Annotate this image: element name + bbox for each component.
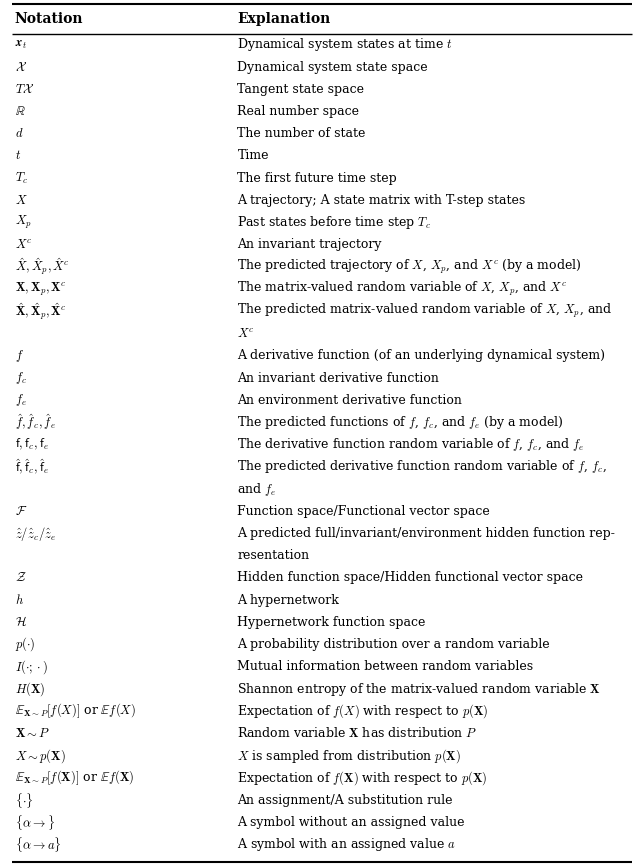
Text: $T_c$: $T_c$ [15,170,28,186]
Text: $\mathsf{f}, \mathsf{f}_c, \mathsf{f}_e$: $\mathsf{f}, \mathsf{f}_c, \mathsf{f}_e$ [15,437,49,452]
Text: $\mathcal{X}$: $\mathcal{X}$ [15,60,27,73]
Text: $X_p$: $X_p$ [15,214,31,231]
Text: $X^c$: $X^c$ [237,327,255,340]
Text: $\{\alpha \rightarrow\}$: $\{\alpha \rightarrow\}$ [15,813,54,832]
Text: $p(\cdot)$: $p(\cdot)$ [15,636,35,653]
Text: $\mathbf{X} \sim P$: $\mathbf{X} \sim P$ [15,727,50,740]
Text: $X$: $X$ [15,194,28,206]
Text: Hypernetwork function space: Hypernetwork function space [237,616,426,629]
Text: $\hat{X}, \hat{X}_p, \hat{X}^c$: $\hat{X}, \hat{X}_p, \hat{X}^c$ [15,257,69,277]
Text: $\hat{z}/\hat{z}_c/\hat{z}_e$: $\hat{z}/\hat{z}_c/\hat{z}_e$ [15,524,56,543]
Text: $X^c$: $X^c$ [15,238,33,251]
Text: $\hat{\mathsf{f}}, \hat{\mathsf{f}}_c, \hat{\mathsf{f}}_e$: $\hat{\mathsf{f}}, \hat{\mathsf{f}}_c, \… [15,457,49,476]
Text: An invariant trajectory: An invariant trajectory [237,238,382,251]
Text: $T\mathcal{X}$: $T\mathcal{X}$ [15,83,34,96]
Text: Dynamical system states at time $t$: Dynamical system states at time $t$ [237,36,453,54]
Text: $t$: $t$ [15,149,21,162]
Text: Tangent state space: Tangent state space [237,83,364,96]
Text: An invariant derivative function: An invariant derivative function [237,372,439,384]
Text: $\mathcal{Z}$: $\mathcal{Z}$ [15,571,26,584]
Text: The predicted matrix-valued random variable of $X$, $X_p$, and: The predicted matrix-valued random varia… [237,302,612,321]
Text: Function space/Functional vector space: Function space/Functional vector space [237,505,490,518]
Text: Expectation of $f(\mathbf{X})$ with respect to $p(\mathbf{X})$: Expectation of $f(\mathbf{X})$ with resp… [237,769,488,787]
Text: Notation: Notation [15,12,83,26]
Text: Expectation of $f(X)$ with respect to $p(\mathbf{X})$: Expectation of $f(X)$ with respect to $p… [237,702,489,720]
Text: and $f_e$: and $f_e$ [237,480,276,498]
Text: Dynamical system state space: Dynamical system state space [237,60,428,73]
Text: $\mathbf{X}, \mathbf{X}_p, \mathbf{X}^c$: $\mathbf{X}, \mathbf{X}_p, \mathbf{X}^c$ [15,281,67,298]
Text: The predicted derivative function random variable of $f$, $f_c$,: The predicted derivative function random… [237,459,607,475]
Text: Explanation: Explanation [237,12,331,26]
Text: resentation: resentation [237,550,310,562]
Text: Past states before time step $T_c$: Past states before time step $T_c$ [237,214,431,231]
Text: $H(\mathbf{X})$: $H(\mathbf{X})$ [15,680,45,698]
Text: $\{\cdot\}$: $\{\cdot\}$ [15,791,33,810]
Text: $\mathbb{R}$: $\mathbb{R}$ [15,105,26,118]
Text: The matrix-valued random variable of $X$, $X_p$, and $X^c$: The matrix-valued random variable of $X$… [237,280,568,298]
Text: $\mathcal{H}$: $\mathcal{H}$ [15,615,27,629]
Text: A predicted full/invariant/environment hidden function rep-: A predicted full/invariant/environment h… [237,527,615,540]
Text: A derivative function (of an underlying dynamical system): A derivative function (of an underlying … [237,349,605,362]
Text: $I(\cdot;\cdot)$: $I(\cdot;\cdot)$ [15,658,47,676]
Text: Random variable $\mathbf{X}$ has distribution $P$: Random variable $\mathbf{X}$ has distrib… [237,727,478,740]
Text: Real number space: Real number space [237,105,360,118]
Text: $\mathbb{E}_{\mathbf{X}\sim P}[f(\mathbf{X})]$ or $\mathbb{E}f(\mathbf{X})$: $\mathbb{E}_{\mathbf{X}\sim P}[f(\mathbf… [15,769,134,787]
Text: $\{\alpha \rightarrow a\}$: $\{\alpha \rightarrow a\}$ [15,835,61,854]
Text: $\hat{\mathbf{X}}, \hat{\mathbf{X}}_p, \hat{\mathbf{X}}^c$: $\hat{\mathbf{X}}, \hat{\mathbf{X}}_p, \… [15,301,67,321]
Text: $f_c$: $f_c$ [15,370,27,386]
Text: An assignment/A substitution rule: An assignment/A substitution rule [237,793,453,807]
Text: Mutual information between random variables: Mutual information between random variab… [237,660,534,673]
Text: Time: Time [237,149,269,162]
Text: A trajectory; A state matrix with T-step states: A trajectory; A state matrix with T-step… [237,194,525,206]
Text: $\hat{f}, \hat{f}_c, \hat{f}_e$: $\hat{f}, \hat{f}_c, \hat{f}_e$ [15,413,56,432]
Text: A probability distribution over a random variable: A probability distribution over a random… [237,638,550,651]
Text: The first future time step: The first future time step [237,172,397,185]
Text: $f_e$: $f_e$ [15,392,27,408]
Text: $\mathcal{F}$: $\mathcal{F}$ [15,505,27,518]
Text: $X$ is sampled from distribution $p(\mathbf{X})$: $X$ is sampled from distribution $p(\mat… [237,746,461,765]
Text: $h$: $h$ [15,594,24,607]
Text: The number of state: The number of state [237,127,366,140]
Text: $f$: $f$ [15,348,24,364]
Text: $d$: $d$ [15,127,23,140]
Text: $\boldsymbol{x}_t$: $\boldsymbol{x}_t$ [15,38,27,51]
Text: The predicted trajectory of $X$, $X_p$, and $X^c$ (by a model): The predicted trajectory of $X$, $X_p$, … [237,258,582,276]
Text: A symbol with an assigned value $a$: A symbol with an assigned value $a$ [237,836,456,853]
Text: The predicted functions of $f$, $f_c$, and $f_e$ (by a model): The predicted functions of $f$, $f_c$, a… [237,414,564,431]
Text: Shannon entropy of the matrix-valued random variable $\mathbf{X}$: Shannon entropy of the matrix-valued ran… [237,681,602,697]
Text: Hidden function space/Hidden functional vector space: Hidden function space/Hidden functional … [237,571,584,584]
Text: $\mathbb{E}_{\mathbf{X}\sim P}[f(X)]$ or $\mathbb{E}f(X)$: $\mathbb{E}_{\mathbf{X}\sim P}[f(X)]$ or… [15,702,136,721]
Text: A symbol without an assigned value: A symbol without an assigned value [237,816,465,829]
Text: $X \sim p(\mathbf{X})$: $X \sim p(\mathbf{X})$ [15,746,65,765]
Text: The derivative function random variable of $f$, $f_c$, and $f_e$: The derivative function random variable … [237,436,585,453]
Text: An environment derivative function: An environment derivative function [237,394,462,407]
Text: A hypernetwork: A hypernetwork [237,594,339,607]
